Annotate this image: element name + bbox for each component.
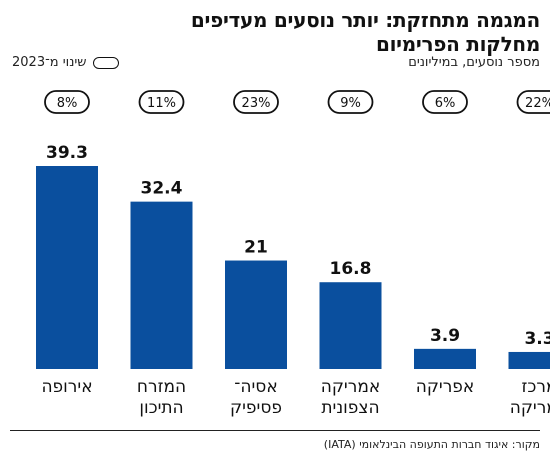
change-label: 22% [525,96,550,111]
value-label: 3.3 [524,329,550,349]
bar [225,260,287,369]
bar [414,348,476,369]
bar [36,166,98,369]
category-label: אמריקה [510,398,550,418]
chart-title-line-2: מחלקות הפרימיום [375,32,540,56]
category-label: אירופה [41,377,92,397]
change-pill [327,90,374,114]
change-label: 11% [147,96,176,111]
bar [508,351,550,369]
change-label: 23% [242,96,271,111]
chart-subtitle: מספר נוסעים, במיליונים [408,55,540,70]
change-pill [138,90,185,114]
chart-title-line-1: המגמה מתחזקת: יותר נוסעים מעדיפים [190,8,540,32]
category-label: אפריקה [416,377,475,397]
category-label: הצפונית [321,398,379,418]
legend-label: שינוי מ־2023 [12,55,87,70]
change-pill [44,90,90,114]
bar [319,282,382,369]
bar [130,201,193,369]
category-label: מרכז [521,377,550,397]
value-label: 3.9 [430,326,460,346]
value-label: 21 [244,238,268,258]
value-label: 32.4 [141,179,183,199]
value-label: 16.8 [330,259,372,279]
footer-divider [10,430,540,431]
category-label: אסיה־ [234,377,277,397]
change-pill [233,90,279,114]
chart-title: המגמה מתחזקת: יותר נוסעים מעדיפים מחלקות… [10,8,540,56]
legend-pill-icon [92,56,119,69]
value-label: 39.3 [46,143,88,163]
change-label: 6% [435,96,456,111]
change-label: 8% [57,96,78,111]
category-label: התיכון [139,398,183,418]
category-label: פסיפיק [230,398,282,418]
change-pill [422,90,468,114]
change-label: 9% [340,96,361,111]
legend: שינוי מ־2023 [12,55,119,70]
category-label: אמריקה [321,377,380,397]
source-note: מקור: איגוד חברות התעופה הבינלאומי (IATA… [323,438,540,451]
change-pill [516,90,550,114]
category-label: המזרח [137,377,186,397]
